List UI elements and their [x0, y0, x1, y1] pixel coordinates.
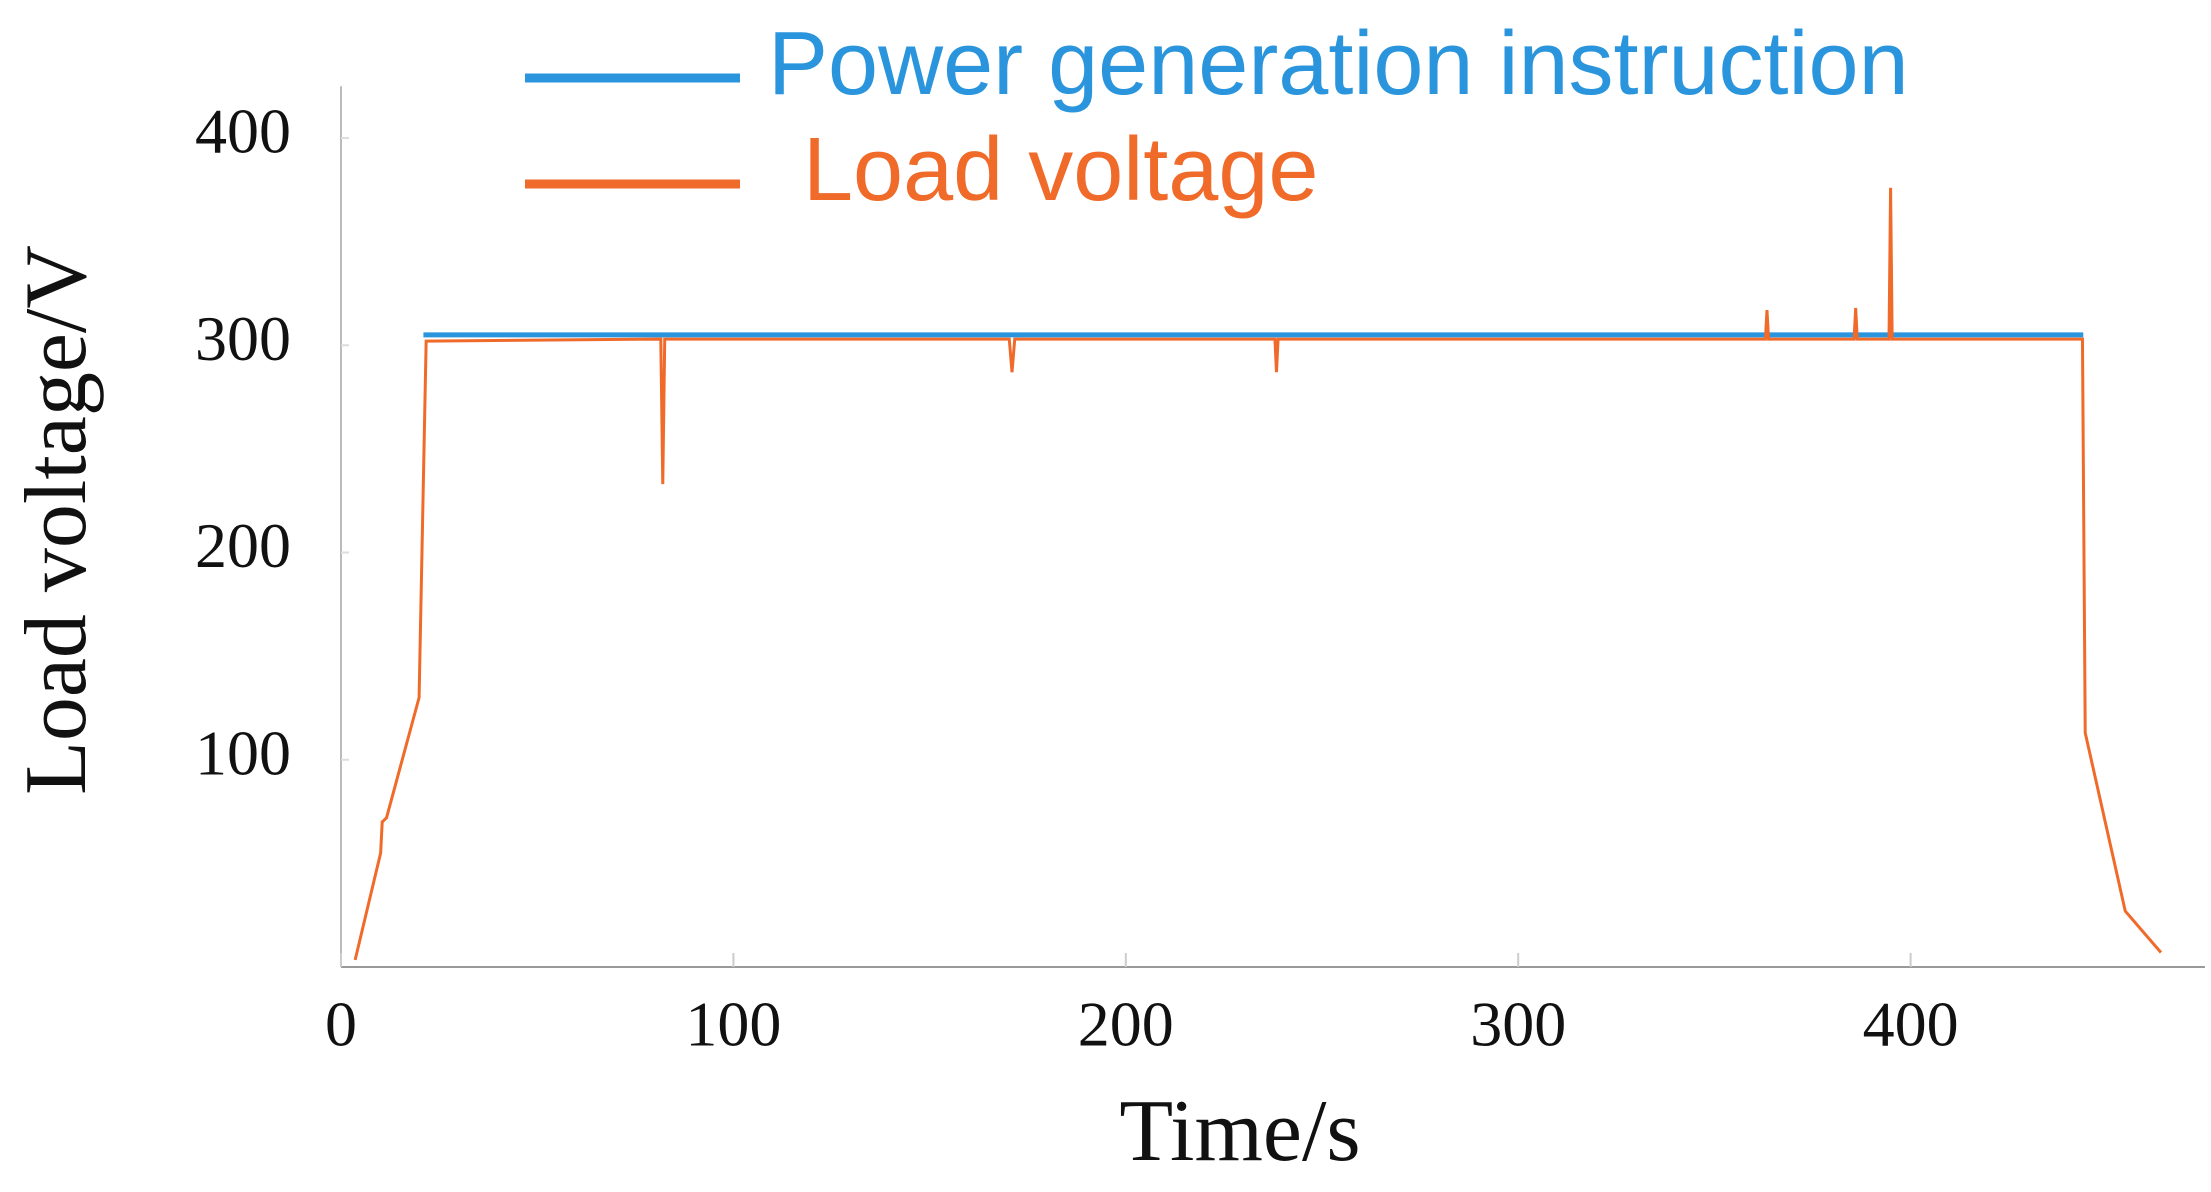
- legend-label: Load voltage: [803, 120, 1318, 220]
- y-tick-label: 300: [195, 303, 291, 374]
- x-tick-label: 100: [685, 989, 781, 1060]
- legend-label: Power generation instruction: [768, 14, 1909, 114]
- x-tick-label: 400: [1863, 989, 1959, 1060]
- y-tick-label: 100: [195, 717, 291, 788]
- y-tick-label: 400: [195, 96, 291, 167]
- series-line: [353, 187, 2163, 961]
- x-tick-label: 300: [1470, 989, 1566, 1060]
- x-axis-title: Time/s: [1119, 1083, 1360, 1180]
- x-tick-label: 200: [1078, 989, 1174, 1060]
- x-tick-label: 0: [325, 989, 357, 1060]
- y-axis-title: Load voltage/V: [8, 245, 105, 795]
- y-tick-label: 200: [195, 510, 291, 581]
